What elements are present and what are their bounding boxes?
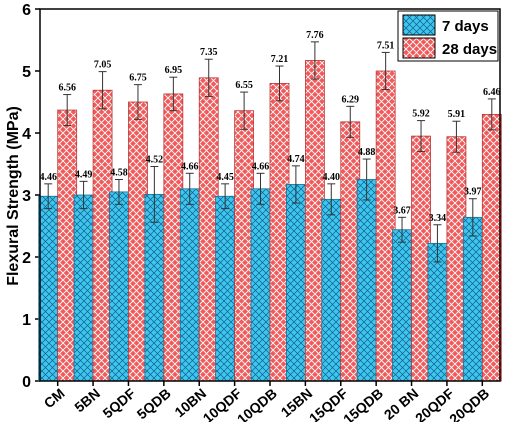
x-tick-label: 5QDB	[134, 385, 174, 422]
y-tick-label: 0	[22, 374, 31, 391]
data-label-7-days: 3.97	[464, 187, 482, 198]
data-label-28-days: 7.76	[306, 30, 324, 41]
data-label-28-days: 6.46	[483, 87, 501, 98]
y-axis-label: Flexural Strength (MPa)	[5, 106, 22, 286]
x-tick-label: 10QDB	[234, 385, 280, 422]
data-label-28-days: 6.56	[58, 83, 76, 94]
data-label-7-days: 4.52	[146, 154, 164, 165]
data-label-7-days: 4.46	[39, 172, 57, 183]
bar-7-days	[73, 194, 94, 382]
y-tick-label: 3	[22, 188, 31, 205]
data-label-28-days: 6.29	[342, 94, 360, 105]
data-label-28-days: 6.55	[235, 80, 253, 91]
bar-7-days	[356, 179, 377, 382]
bar-7-days	[38, 195, 59, 382]
data-label-28-days: 7.35	[200, 47, 218, 58]
data-label-28-days: 6.75	[129, 73, 147, 84]
y-tick-label: 4	[22, 126, 31, 143]
bar-7-days	[427, 242, 448, 382]
bar-7-days	[285, 184, 306, 382]
plot-frame	[39, 8, 501, 382]
legend-label-28-days: 28 days	[442, 41, 497, 58]
legend: 7 days 28 days	[397, 10, 499, 62]
data-label-28-days: 7.21	[271, 54, 289, 65]
y-tick-label: 5	[22, 64, 31, 81]
bar-7-days	[215, 195, 236, 382]
data-label-28-days: 7.51	[377, 40, 395, 51]
bar-7-days	[462, 216, 483, 382]
bar-7-days	[392, 229, 412, 382]
data-label-7-days: 4.58	[110, 168, 128, 179]
data-label-7-days: 4.49	[75, 169, 93, 180]
data-label-7-days: 4.45	[216, 172, 234, 183]
bar-7-days	[179, 188, 200, 382]
y-tick-label: 2	[22, 250, 31, 267]
data-label-7-days: 4.40	[323, 172, 341, 183]
x-tick-label: 20QDB	[446, 385, 492, 422]
data-label-28-days: 7.05	[94, 60, 112, 71]
data-label-7-days: 3.34	[429, 213, 447, 224]
bar-7-days	[250, 188, 271, 382]
legend-swatch-7-days	[402, 14, 436, 36]
bar-28-days	[481, 114, 502, 382]
legend-swatch-28-days	[402, 37, 436, 59]
data-label-28-days: 6.95	[165, 65, 183, 76]
x-tick-label: CM	[41, 385, 68, 411]
data-label-28-days: 5.91	[448, 109, 466, 120]
y-tick-label: 6	[22, 2, 31, 19]
bar-7-days	[321, 198, 342, 382]
x-tick-label: 15QDB	[340, 385, 386, 422]
x-tick-label: 5BN	[71, 385, 103, 415]
y-tick-label: 1	[22, 312, 31, 329]
legend-label-7-days: 7 days	[442, 18, 489, 35]
data-label-7-days: 4.66	[181, 161, 199, 172]
data-label-7-days: 4.74	[287, 154, 305, 165]
data-label-7-days: 4.66	[252, 161, 270, 172]
data-label-7-days: 4.88	[358, 147, 376, 158]
plot-area: 0 1 2 3 4 5 6 4.46 6.56 CM 4.49 7.05 5BN 4.58 6.75 5QDF…	[22, 2, 502, 422]
x-tick-label: 5QDF	[99, 385, 138, 422]
bar-7-days	[109, 191, 129, 382]
data-label-7-days: 3.67	[393, 205, 411, 216]
data-label-28-days: 5.92	[412, 109, 430, 120]
